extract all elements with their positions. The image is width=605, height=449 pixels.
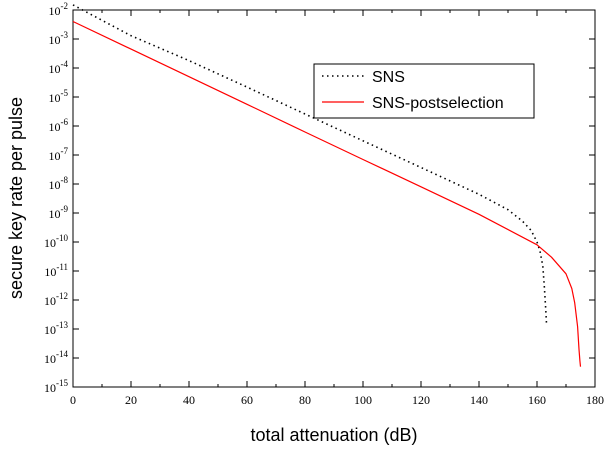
x-tick-label: 60 (241, 393, 253, 407)
x-tick-labels: 0 20 40 60 80 100 120 140 160 180 (70, 393, 604, 407)
y-tick-label: 10-10 (44, 233, 68, 250)
axis-ticks (72, 9, 596, 388)
legend-box (313, 63, 535, 119)
legend-label-sns-postselection: SNS-postselection (372, 95, 504, 112)
x-tick-label: 80 (299, 393, 311, 407)
y-axis-title: secure key rate per pulse (6, 97, 26, 299)
y-tick-label: 10-11 (44, 262, 68, 279)
x-axis-title: total attenuation (dB) (250, 425, 417, 445)
series-line-sns (72, 4, 548, 326)
x-tick-label: 20 (125, 393, 137, 407)
y-tick-label: 10-13 (44, 320, 68, 337)
series-line-sns-postselection (72, 20, 582, 367)
legend-label-sns: SNS (372, 69, 405, 86)
x-tick-label: 0 (70, 393, 76, 407)
y-tick-label: 10-2 (49, 1, 69, 18)
x-tick-label: 40 (183, 393, 195, 407)
x-tick-label: 160 (528, 393, 546, 407)
y-tick-label: 10-9 (49, 204, 69, 221)
x-tick-label: 100 (354, 393, 372, 407)
y-tick-label: 10-14 (44, 349, 68, 366)
y-tick-label: 10-15 (44, 378, 68, 395)
y-tick-label: 10-5 (49, 88, 69, 105)
y-tick-label: 10-3 (49, 30, 69, 47)
y-tick-label: 10-6 (49, 117, 69, 134)
y-tick-label: 10-12 (44, 291, 68, 308)
x-tick-label: 140 (470, 393, 488, 407)
x-tick-label: 180 (586, 393, 604, 407)
x-tick-label: 120 (412, 393, 430, 407)
y-tick-label: 10-7 (49, 146, 69, 163)
y-tick-label: 10-8 (49, 175, 69, 192)
series-group (72, 4, 582, 367)
y-tick-labels: 10-15 10-14 10-13 10-12 10-11 10-10 10-9 10-8 10… (44, 1, 68, 395)
y-tick-label: 10-4 (49, 59, 69, 76)
legend: SNS SNS-postselection (313, 63, 535, 119)
